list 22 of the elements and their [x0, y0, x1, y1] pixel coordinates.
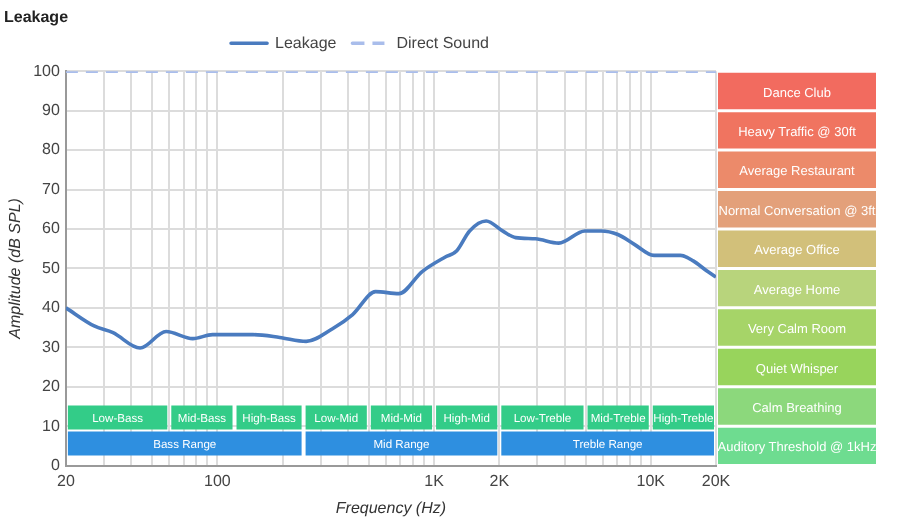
legend-label: Leakage: [275, 33, 338, 52]
x-tick-label: 2K: [489, 471, 511, 490]
y-tick-label: 40: [42, 298, 61, 317]
y-tick-label: 90: [42, 101, 61, 120]
y-tick-label: 60: [42, 219, 61, 238]
y-axis-title: Amplitude (dB SPL): [6, 197, 25, 341]
y-tick-label: 50: [42, 258, 61, 277]
x-tick-label: 20: [56, 471, 76, 490]
y-tick-label: 0: [50, 456, 61, 475]
y-tick-label: 100: [33, 61, 61, 80]
y-tick-label: 30: [42, 337, 61, 356]
y-tick-label: 20: [42, 377, 61, 396]
y-tick-label: 80: [42, 140, 61, 159]
x-tick-label: 10K: [636, 471, 667, 490]
x-tick-label: 20K: [701, 471, 732, 490]
x-tick-label: 1K: [424, 471, 446, 490]
x-tick-label: 100: [204, 471, 232, 490]
x-axis-title: Frequency (Hz): [335, 498, 447, 517]
chart-title: Leakage: [4, 8, 70, 27]
y-tick-label: 70: [42, 179, 61, 198]
y-tick-label: 10: [42, 416, 61, 435]
legend-label: Direct Sound: [396, 33, 489, 52]
